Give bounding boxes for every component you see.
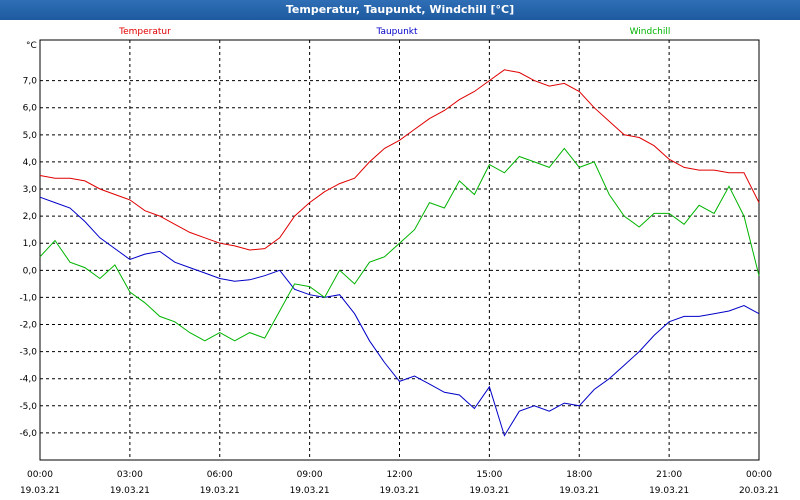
x-tick-date: 19.03.21: [469, 486, 509, 496]
x-tick-time: 18:00: [566, 470, 592, 480]
series-line-temperatur: [39, 69, 760, 251]
series-line-taupunkt: [39, 196, 760, 437]
y-tick-label: 7,0: [23, 77, 38, 87]
y-tick-label: -4,0: [19, 375, 37, 385]
y-tick-label: 1,0: [23, 239, 38, 249]
x-tick-time: 09:00: [297, 470, 323, 480]
y-tick-label: 2,0: [23, 212, 38, 222]
x-tick-time: 12:00: [387, 470, 413, 480]
x-tick-date: 19.03.21: [559, 486, 599, 496]
x-tick-time: 06:00: [207, 470, 233, 480]
x-tick-time: 15:00: [476, 470, 502, 480]
x-tick-time: 03:00: [117, 470, 143, 480]
x-axis-ticks: 00:00 19.03.21 03:00 19.03.21 06:00 19.03.21 0…: [20, 470, 779, 496]
x-tick-date: 19.03.21: [200, 486, 240, 496]
series-line-windchill: [39, 147, 760, 342]
grid-lines: [40, 40, 759, 460]
y-tick-label: 4,0: [23, 158, 38, 168]
window-title-bar: Temperatur, Taupunkt, Windchill [°C]: [0, 0, 800, 20]
legend-entry-taupunkt: Taupunkt: [375, 27, 418, 37]
x-tick-time: 00:00: [746, 470, 772, 480]
y-tick-label: 6,0: [23, 104, 38, 114]
x-tick-date: 19.03.21: [20, 486, 60, 496]
y-axis-ticks: 7,0 6,0 5,0 4,0 3,0 2,0 1,0 0,0 -1,0 -2,0 -3,0 -4,0…: [19, 77, 37, 439]
y-tick-label: -6,0: [19, 429, 37, 439]
x-tick-time: 00:00: [27, 470, 53, 480]
y-tick-label: -5,0: [19, 402, 37, 412]
y-tick-label: 0,0: [23, 266, 38, 276]
legend: Temperatur Taupunkt Windchill: [118, 27, 670, 37]
y-tick-label: -2,0: [19, 321, 37, 331]
legend-entry-temperatur: Temperatur: [118, 27, 171, 37]
legend-entry-windchill: Windchill: [630, 27, 671, 37]
x-tick-date: 20.03.21: [739, 486, 779, 496]
x-tick-date: 19.03.21: [290, 486, 330, 496]
x-tick-date: 19.03.21: [649, 486, 689, 496]
x-tick-date: 19.03.21: [110, 486, 150, 496]
window-title: Temperatur, Taupunkt, Windchill [°C]: [285, 3, 515, 16]
y-tick-label: 5,0: [23, 131, 38, 141]
series-lines: [39, 69, 760, 437]
y-tick-label: -1,0: [19, 293, 37, 303]
x-tick-date: 19.03.21: [379, 486, 419, 496]
x-tick-time: 21:00: [656, 470, 682, 480]
y-tick-label: 3,0: [23, 185, 38, 195]
y-axis-unit: °C: [26, 41, 37, 51]
y-tick-label: -3,0: [19, 348, 37, 358]
